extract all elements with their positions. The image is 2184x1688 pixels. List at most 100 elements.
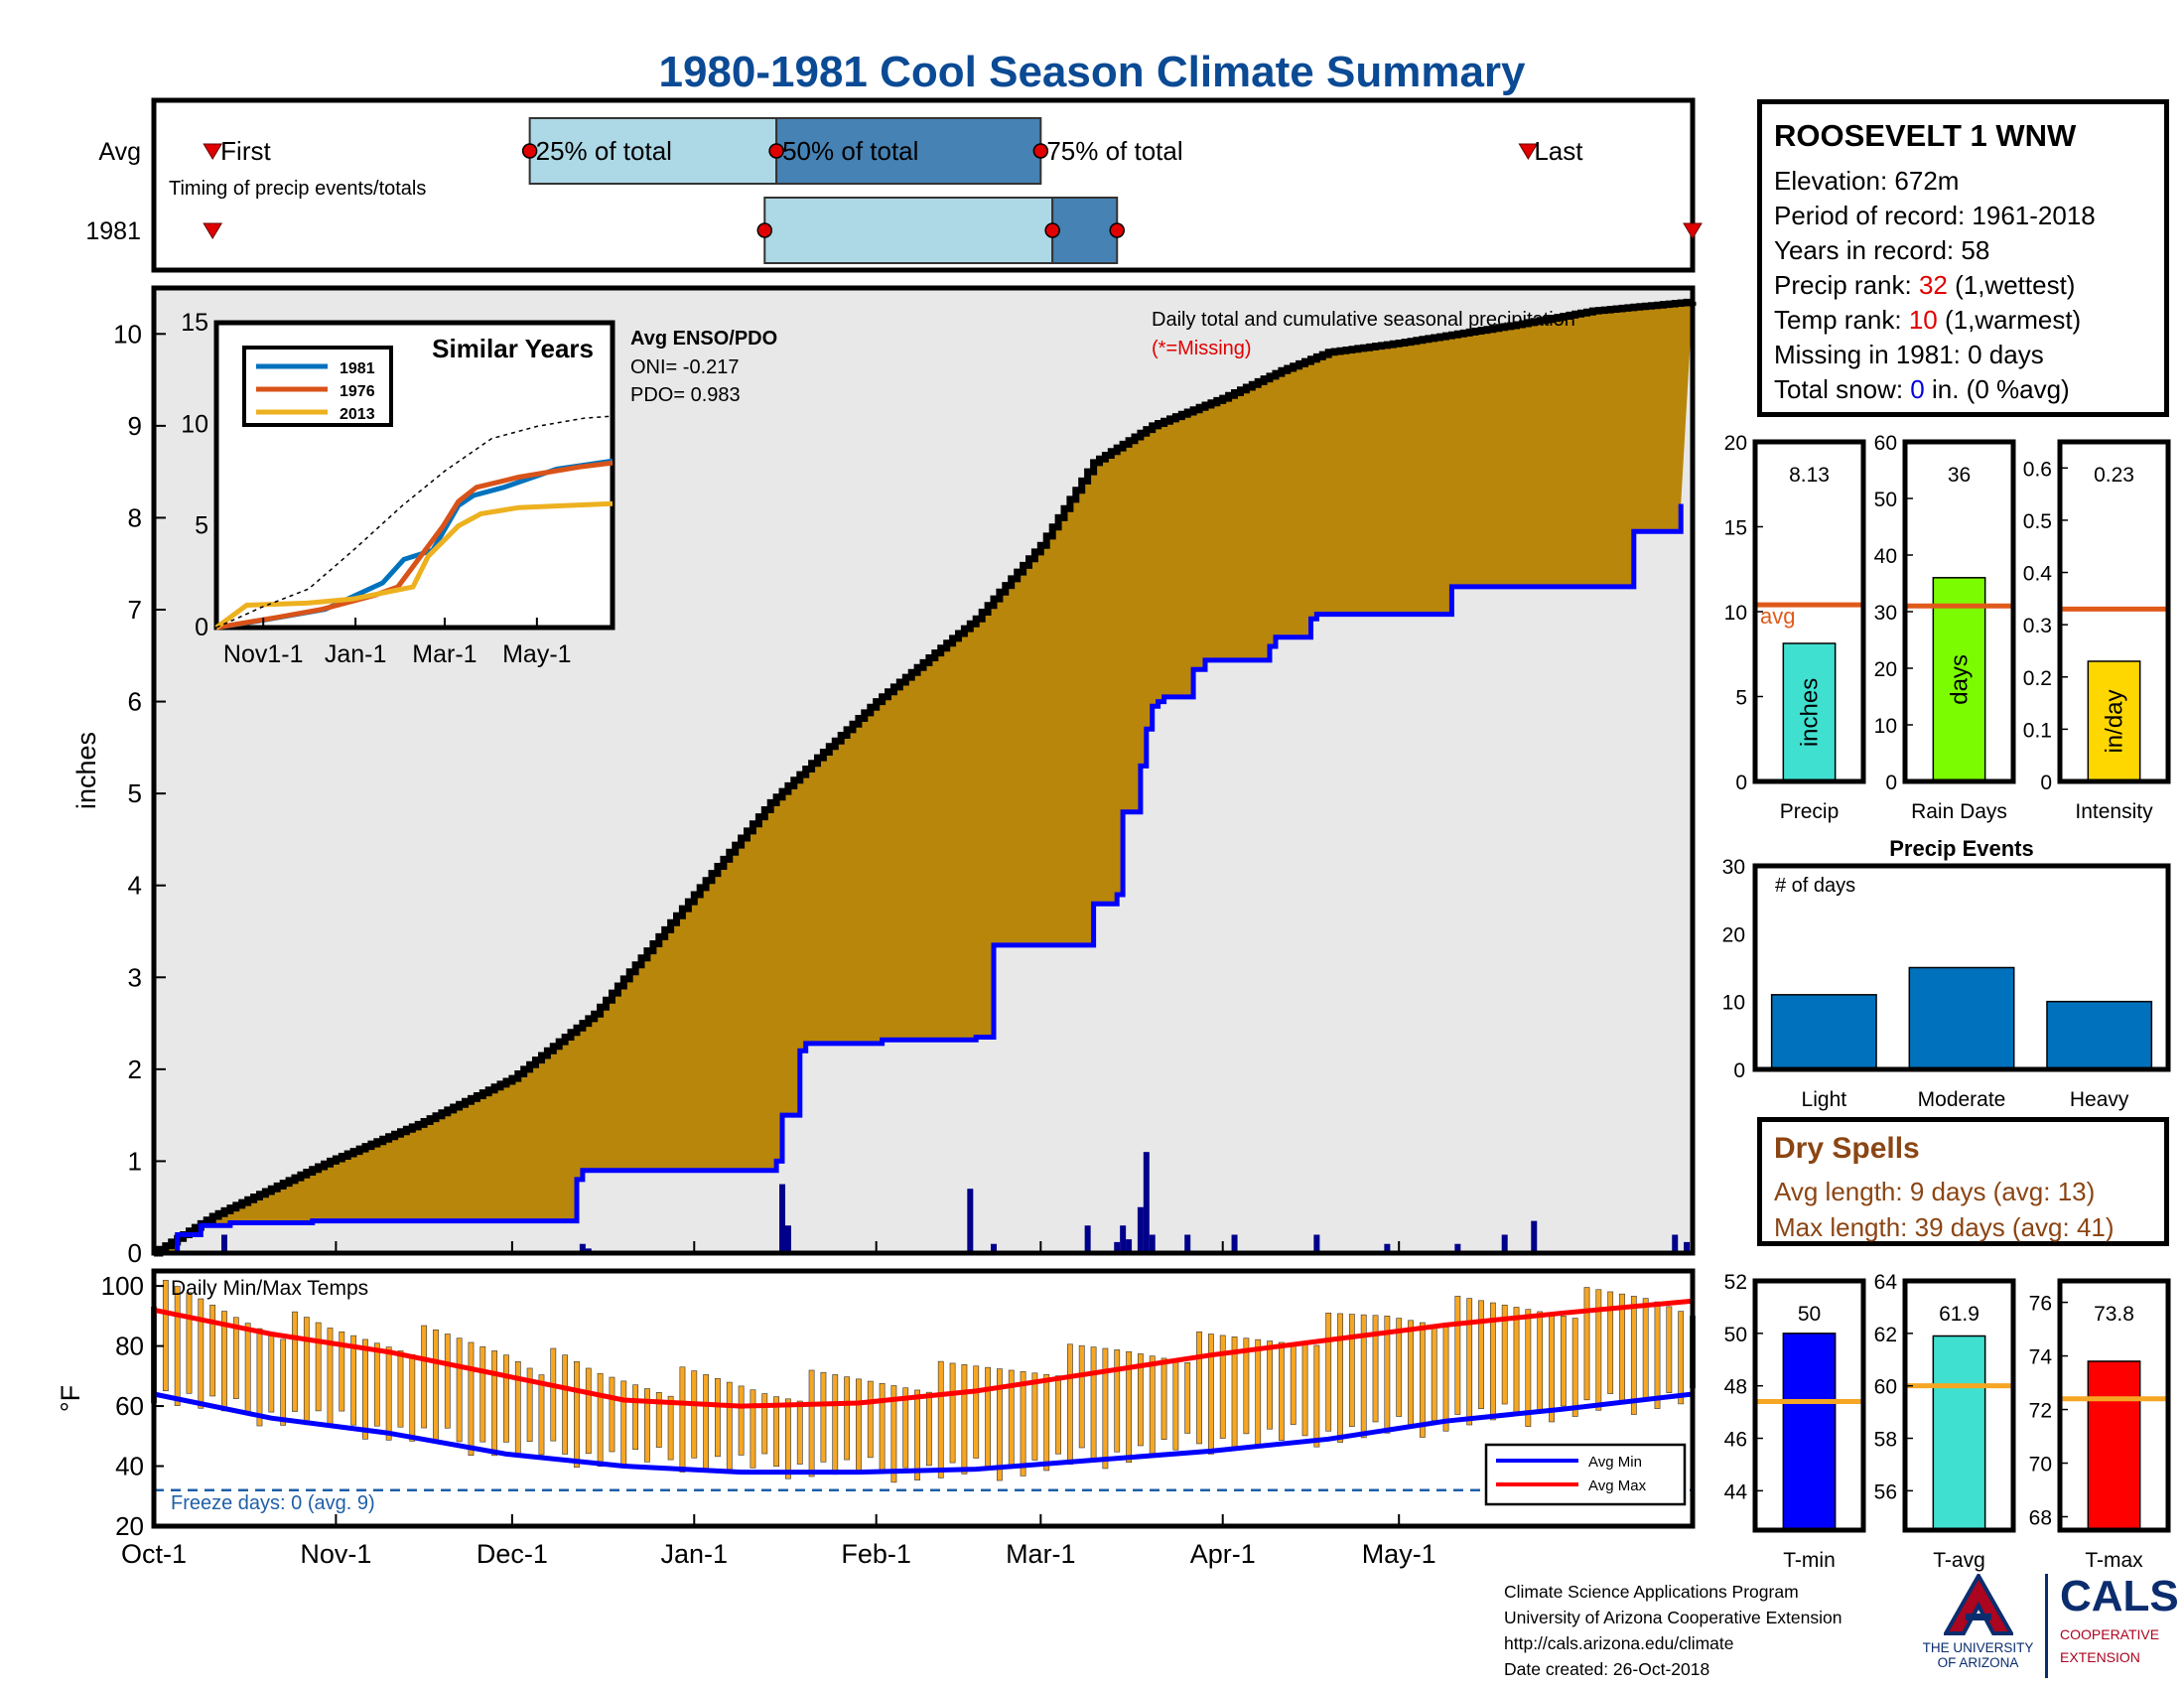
bar_raindays-y-tick-label: 60 (1874, 432, 1897, 455)
temps-daily-bar (1396, 1318, 1403, 1417)
bar_intensity-y-tick-label: 0.3 (2023, 615, 2052, 637)
temps-daily-bar (303, 1317, 310, 1426)
tmax-bar (2087, 1360, 2141, 1531)
missing-days: Missing in 1981: 0 days (1774, 340, 2044, 369)
temps-daily-bar (562, 1354, 569, 1455)
temps-y-axis-label: °F (56, 1385, 85, 1412)
temps-daily-bar (820, 1371, 827, 1463)
similar-years-y-tick-label: 10 (181, 410, 208, 438)
precip-daily-bar (990, 1243, 997, 1253)
cals-line-1: COOPERATIVE (2060, 1626, 2160, 1642)
temps-daily-bar (339, 1331, 345, 1412)
footer-link[interactable]: http://cals.arizona.edu/climate (1504, 1633, 1734, 1653)
precip-events-bar (1770, 994, 1877, 1070)
page-title: 1980-1981 Cool Season Climate Summary (658, 48, 1526, 96)
bar_raindays-value-label: 36 (1948, 464, 1971, 487)
temps-daily-bar (867, 1380, 874, 1459)
precip-y-tick-label: 7 (128, 595, 142, 625)
temps-daily-bar (162, 1279, 169, 1392)
precip-events-ylabel: # of days (1775, 875, 1855, 897)
precip-daily-bar (1084, 1225, 1091, 1253)
temps-daily-bar (808, 1369, 815, 1477)
tmax-y-tick-label: 74 (2029, 1346, 2053, 1369)
temps-daily-bar (1196, 1331, 1202, 1445)
temps-daily-bar (667, 1395, 674, 1461)
temps-daily-bar (526, 1367, 533, 1443)
temps-daily-bar (1313, 1344, 1320, 1448)
temps-daily-bar (174, 1286, 181, 1406)
precip-rank: Precip rank: 32 (1,wettest) (1774, 268, 2152, 303)
temps-daily-bar (585, 1367, 592, 1455)
bar_intensity-category-label: Intensity (2075, 800, 2153, 823)
tmax-y-tick-label: 76 (2029, 1293, 2052, 1316)
precip-daily-bar (1501, 1234, 1508, 1253)
temps-daily-bar (468, 1341, 475, 1456)
bar_precip-y-tick-label: 0 (1735, 772, 1747, 794)
temps-daily-bar (961, 1364, 968, 1475)
month-axis-label: Feb-1 (841, 1539, 911, 1569)
temps-daily-bar (198, 1298, 205, 1409)
temps-daily-bar (1501, 1304, 1508, 1405)
station-box: ROOSEVELT 1 WNW Elevation: 672m Period o… (1757, 99, 2169, 417)
temps-daily-bar (1560, 1316, 1567, 1407)
precip-rank-label: Precip rank: (1774, 270, 1919, 300)
tmax-y-tick-label: 72 (2029, 1400, 2052, 1423)
timing-marker-p50-avg (768, 143, 784, 159)
precip-daily-bar (1126, 1239, 1133, 1253)
temps-daily-bar (385, 1346, 392, 1441)
temps-daily-bar (715, 1377, 721, 1458)
temps-daily-bar (1595, 1289, 1602, 1411)
bar_intensity-y-tick-label: 0.2 (2023, 667, 2052, 690)
month-axis-label: Oct-1 (121, 1539, 187, 1569)
precip-rank-note: (1,wettest) (1947, 270, 2076, 300)
temps-daily-bar (1408, 1320, 1414, 1428)
month-axis-label: Mar-1 (1006, 1539, 1076, 1569)
temps-daily-bar (491, 1350, 498, 1457)
tavg-y-tick-label: 60 (1874, 1376, 1897, 1399)
university-of-arizona-logo: THE UNIVERSITY OF ARIZONA (1921, 1571, 2035, 1678)
precip-daily-bar (1384, 1243, 1391, 1253)
timing-caption: Timing of precip events/totals (169, 178, 426, 200)
temps-daily-bar (1619, 1293, 1625, 1405)
tmin-category-label: T-min (1783, 1549, 1836, 1572)
precip-daily-bar (1231, 1234, 1238, 1253)
bar_intensity-y-tick-label: 0.6 (2023, 458, 2052, 481)
temps-daily-bar (644, 1388, 650, 1463)
timing-row-label-1981: 1981 (85, 217, 141, 245)
similar-years-legend-label: 2013 (340, 406, 375, 423)
timing-marker-p50-1981 (1044, 222, 1060, 238)
arizona-a-icon (1942, 1571, 2014, 1635)
bar_intensity-value-label: 0.23 (2094, 464, 2134, 487)
tavg-y-tick-label: 56 (1874, 1480, 1897, 1503)
timing-marker-p25-avg (521, 143, 538, 159)
tavg-bar (1932, 1335, 1986, 1531)
temps-daily-bar (1267, 1340, 1273, 1430)
dry-spells-max: Max length: 39 days (avg: 41) (1774, 1212, 2115, 1242)
precip-daily-bar (579, 1243, 586, 1253)
bar_raindays-y-tick-label: 0 (1885, 772, 1897, 794)
temps-legend-label: Avg Min (1588, 1454, 1642, 1471)
precip-daily-bar (1531, 1220, 1538, 1253)
temps-daily-bar (1055, 1375, 1061, 1455)
temps-daily-bar (409, 1353, 416, 1442)
cals-logo: CALS COOPERATIVE EXTENSION (2045, 1574, 2179, 1678)
temps-y-tick-label: 100 (101, 1271, 144, 1301)
month-axis-label: Jan-1 (661, 1539, 729, 1569)
precip-rank-value: 32 (1918, 270, 1948, 300)
temps-daily-bar (256, 1328, 263, 1427)
precip-daily-bar (1149, 1234, 1156, 1253)
temps-daily-bar (1513, 1307, 1520, 1416)
temps-daily-bar (1384, 1316, 1391, 1434)
station-elevation: Elevation: 672m (1774, 166, 1960, 196)
precip-daily-bar (967, 1189, 974, 1253)
precip-daily-bar (1454, 1243, 1461, 1253)
temps-daily-bar (914, 1389, 920, 1480)
temps-y-tick-label: 40 (115, 1452, 144, 1481)
precip-panel-border (151, 285, 1696, 1256)
temps-y-tick-label: 20 (115, 1511, 144, 1541)
temps-daily-bar (574, 1361, 580, 1469)
tmin-y-tick-label: 44 (1724, 1480, 1748, 1503)
temps-daily-bar (550, 1347, 557, 1442)
tmin-y-tick-label: 48 (1724, 1376, 1747, 1399)
temps-daily-bar (796, 1400, 803, 1465)
